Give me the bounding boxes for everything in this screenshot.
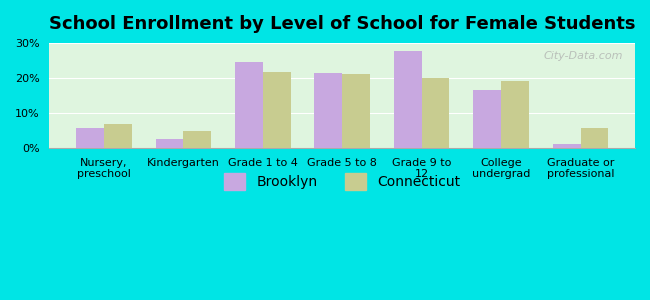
Bar [183,131,211,148]
Title: School Enrollment by Level of School for Female Students: School Enrollment by Level of School for… [49,15,636,33]
Legend: Brooklyn, Connecticut: Brooklyn, Connecticut [218,167,466,195]
Bar [580,128,608,148]
Bar [104,124,132,148]
Bar [422,78,450,148]
Bar [501,81,529,148]
Bar [473,90,501,148]
Bar [552,144,580,148]
Bar [315,73,343,148]
Bar [155,139,183,148]
Bar [76,128,104,148]
Bar [343,74,370,148]
Bar [263,72,291,148]
Bar [394,51,422,148]
Bar [235,62,263,148]
Text: City-Data.com: City-Data.com [544,51,623,61]
